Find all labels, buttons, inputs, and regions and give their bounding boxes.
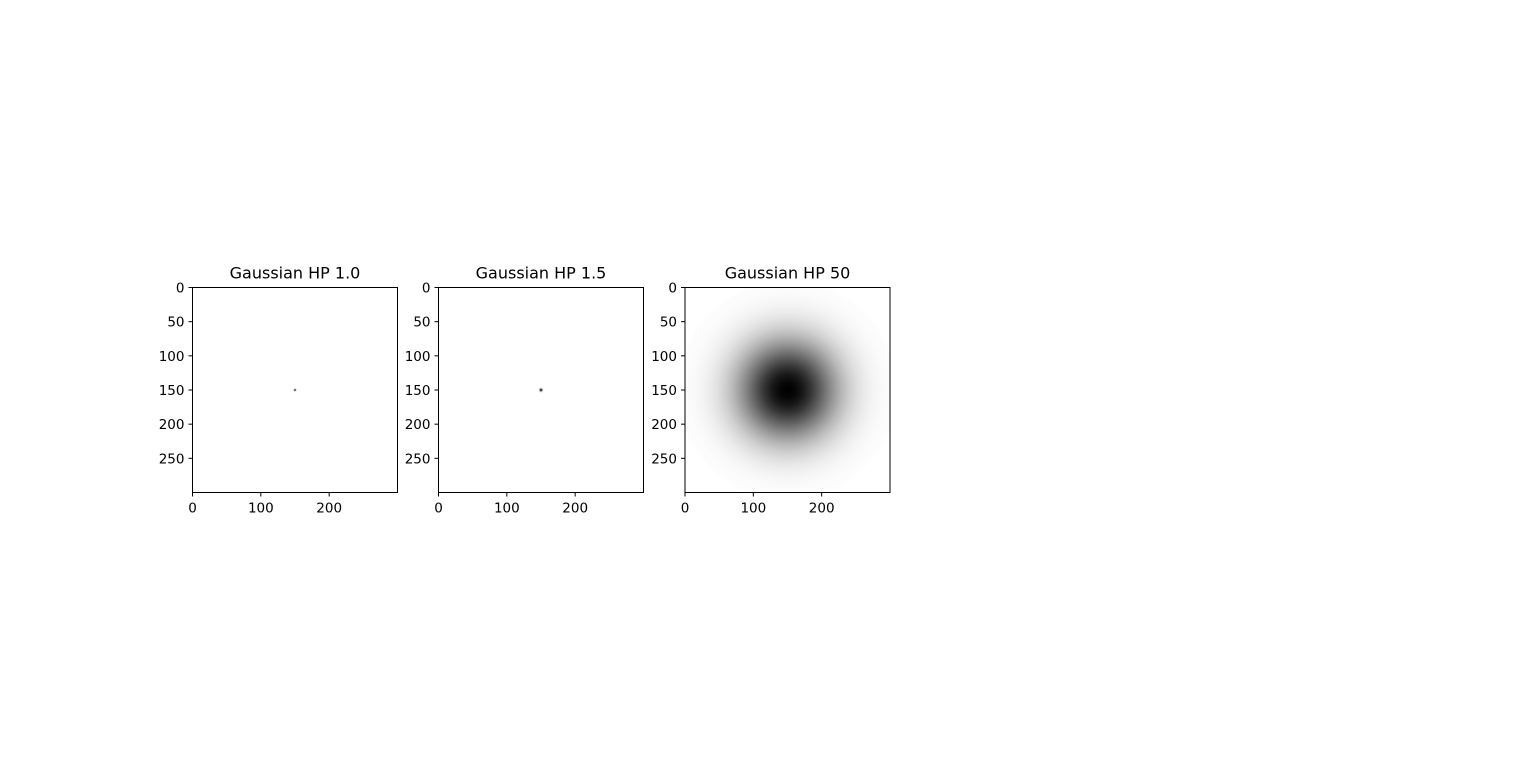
y-tick-label: 100	[159, 349, 185, 365]
y-tick-label: 100	[651, 349, 677, 365]
y-tick-label: 50	[413, 315, 430, 331]
y-tick-label: 0	[176, 281, 185, 297]
x-tick-label: 100	[740, 501, 766, 517]
y-tick-label: 0	[422, 281, 431, 297]
y-tick-label: 250	[159, 451, 185, 467]
subplot-2: Gaussian HP 1.5 0 100 200 0 50 100 150 200 250	[405, 264, 644, 517]
y-tick-label: 200	[405, 417, 431, 433]
gaussian-highpass-response	[685, 287, 890, 493]
gaussian-highpass-response	[537, 386, 545, 394]
subplot-title: Gaussian HP 1.0	[230, 264, 361, 283]
gaussian-highpass-response	[292, 387, 298, 393]
y-tick-label: 150	[159, 383, 185, 399]
y-tick-label: 0	[668, 281, 677, 297]
y-tick-label: 200	[159, 417, 185, 433]
x-tick-label: 0	[434, 501, 443, 517]
y-tick-label: 250	[651, 451, 677, 467]
x-tick-label: 200	[316, 501, 342, 517]
subplot-3: Gaussian HP 50 0 100 200 0 50 100 150 200 250	[651, 264, 891, 517]
x-tick-label: 100	[248, 501, 274, 517]
y-tick-label: 100	[405, 349, 431, 365]
y-tick-label: 150	[405, 383, 431, 399]
subplot-title: Gaussian HP 1.5	[476, 264, 607, 283]
panels-layer: Gaussian HP 1.00 100 200050100150200250Gau…	[159, 264, 891, 517]
y-tick-label: 50	[167, 315, 184, 331]
x-tick-label: 100	[494, 501, 520, 517]
y-tick-label: 150	[651, 383, 677, 399]
x-tick-label: 0	[188, 501, 197, 517]
subplot-title: Gaussian HP 50	[725, 264, 851, 283]
x-tick-label: 0	[681, 501, 690, 517]
subplot-1: Gaussian HP 1.0 0 100 200 0 50 100 150 200 250	[159, 264, 398, 517]
x-tick-label: 200	[809, 501, 835, 517]
y-tick-label: 200	[651, 417, 677, 433]
y-tick-label: 250	[405, 451, 431, 467]
y-tick-label: 50	[660, 315, 677, 331]
x-tick-label: 200	[562, 501, 588, 517]
